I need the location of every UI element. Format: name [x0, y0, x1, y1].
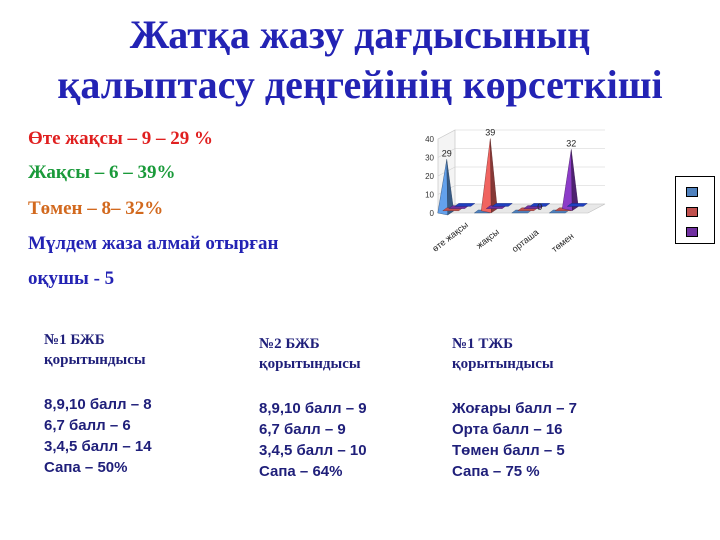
results-column-3: №1 ТЖБ қорытындысы Жоғары балл – 7 Орта … — [452, 334, 652, 482]
y-tick-label: 40 — [425, 135, 434, 144]
column-subhead-1: қорытындысы — [44, 352, 146, 368]
legend-swatch — [686, 227, 698, 237]
data-label: 32 — [566, 138, 576, 148]
column-line: 8,9,10 балл – 8 — [44, 396, 152, 413]
bar-zero — [454, 203, 476, 207]
results-column-1: №1 БЖБ қорытындысы 8,9,10 балл – 8 6,7 б… — [44, 330, 244, 478]
column-line: Орта балл – 16 — [452, 421, 563, 438]
bar-zero — [566, 203, 588, 207]
x-tick-label: төмен — [550, 231, 576, 254]
x-tick-label: жақсы — [474, 227, 501, 251]
column-line: Сапа – 75 % — [452, 463, 540, 480]
column-line: Жоғары балл – 7 — [452, 400, 577, 417]
column-subhead-2: қорытындысы — [259, 356, 361, 372]
column-line: Сапа – 50% — [44, 459, 128, 476]
column-head-1: №1 БЖБ — [44, 332, 105, 348]
column-line: 6,7 балл – 6 — [44, 417, 131, 434]
column-line: 3,4,5 балл – 10 — [259, 442, 367, 459]
data-label: 29 — [442, 148, 452, 158]
stat-failing-count: оқушы - 5 — [28, 268, 115, 289]
chart-gridline — [437, 185, 605, 195]
column-line: 6,7 балл – 9 — [259, 421, 346, 438]
bar-zero — [491, 203, 513, 207]
title-line-1: Жатқа жазу дағдысының — [129, 12, 591, 57]
column-subhead-3: қорытындысы — [452, 356, 554, 372]
legend-swatch — [686, 187, 698, 197]
bar — [562, 149, 573, 211]
column-line: Төмен балл – 5 — [452, 442, 565, 459]
bar-side — [446, 159, 454, 216]
page-title: Жатқа жазу дағдысының қалыптасу деңгейін… — [0, 10, 720, 110]
stat-failing: Мүлдем жаза алмай отырған — [28, 233, 279, 254]
bar-zero — [529, 203, 551, 207]
bar — [481, 138, 492, 214]
bar-side — [490, 138, 498, 214]
results-column-2: №2 БЖБ қорытындысы 8,9,10 балл – 9 6,7 б… — [259, 334, 459, 482]
bar-chart: 0 10 20 30 40 29 39 0 32 өте жақсы жақсы орташа төме… — [425, 128, 606, 254]
y-tick-label: 20 — [425, 172, 434, 181]
bar-side — [571, 149, 579, 211]
x-tick-label: орташа — [510, 227, 541, 254]
chart-gridline — [437, 129, 605, 140]
chart-gridline — [437, 148, 605, 158]
column-head-2: №2 БЖБ — [259, 336, 320, 352]
column-head-3: №1 ТЖБ — [452, 336, 514, 352]
column-line: Сапа – 64% — [259, 463, 343, 480]
column-line: 8,9,10 балл – 9 — [259, 400, 367, 417]
stat-low: Төмен – 8– 32% — [28, 198, 164, 219]
chart-gridline — [437, 166, 605, 177]
legend-swatch — [686, 207, 698, 217]
data-label: 0 — [537, 202, 542, 212]
column-line: 3,4,5 балл – 14 — [44, 438, 152, 455]
data-label: 39 — [485, 128, 495, 138]
y-tick-label: 10 — [425, 191, 434, 200]
title-line-2: қалыптасу деңгейінің көрсеткіші — [57, 62, 663, 107]
y-tick-label: 0 — [430, 209, 435, 218]
stat-good: Жақсы – 6 – 39% — [28, 162, 176, 183]
y-tick-label: 30 — [425, 154, 434, 163]
x-tick-label: өте жақсы — [430, 220, 470, 254]
stat-excellent: Өте жақсы – 9 – 29 % — [28, 128, 214, 149]
chart-legend — [675, 176, 715, 244]
